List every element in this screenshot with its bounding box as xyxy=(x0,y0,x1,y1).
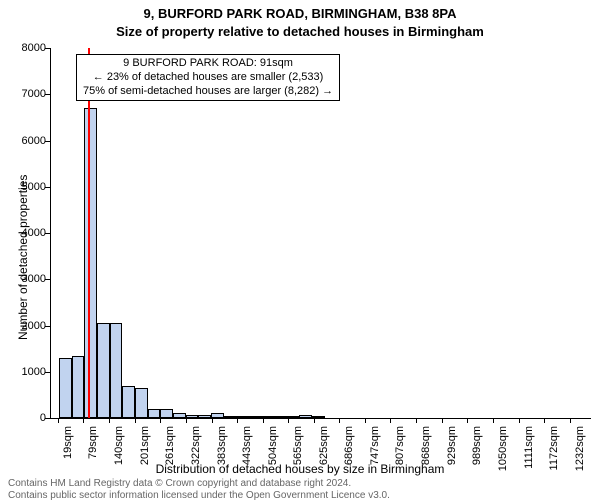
histogram-bar xyxy=(198,415,211,418)
x-tick-label: 322sqm xyxy=(190,426,202,465)
x-tick-mark xyxy=(493,418,494,423)
x-tick-label: 383sqm xyxy=(216,426,228,465)
annotation-line3: 75% of semi-detached houses are larger (… xyxy=(83,85,333,99)
x-tick-mark xyxy=(365,418,366,423)
y-tick-label: 1000 xyxy=(0,366,46,378)
x-tick-label: 868sqm xyxy=(420,426,432,465)
histogram-bar xyxy=(249,416,262,418)
histogram-bar xyxy=(236,416,249,418)
x-tick-mark xyxy=(263,418,264,423)
x-tick-mark xyxy=(544,418,545,423)
x-tick-mark xyxy=(442,418,443,423)
y-tick-label: 4000 xyxy=(0,227,46,239)
y-tick-label: 2000 xyxy=(0,320,46,332)
x-tick-mark xyxy=(58,418,59,423)
y-tick-label: 6000 xyxy=(0,135,46,147)
plot-area xyxy=(50,48,591,419)
x-tick-label: 504sqm xyxy=(267,426,279,465)
footer-line2: Contains public sector information licen… xyxy=(8,490,390,500)
x-tick-mark xyxy=(416,418,417,423)
histogram-chart: 9, BURFORD PARK ROAD, BIRMINGHAM, B38 8P… xyxy=(0,0,600,500)
histogram-bar xyxy=(211,413,224,418)
histogram-bar xyxy=(160,409,173,418)
x-tick-mark xyxy=(288,418,289,423)
x-tick-mark xyxy=(160,418,161,423)
x-tick-mark xyxy=(186,418,187,423)
x-tick-label: 929sqm xyxy=(446,426,458,465)
x-tick-mark xyxy=(467,418,468,423)
x-tick-mark xyxy=(314,418,315,423)
histogram-bar xyxy=(274,416,287,418)
x-tick-mark xyxy=(83,418,84,423)
footer-line1: Contains HM Land Registry data © Crown c… xyxy=(8,478,351,489)
histogram-bar xyxy=(59,358,72,418)
x-tick-mark xyxy=(570,418,571,423)
x-tick-label: 625sqm xyxy=(318,426,330,465)
x-tick-mark xyxy=(135,418,136,423)
x-tick-mark xyxy=(519,418,520,423)
x-axis-label: Distribution of detached houses by size … xyxy=(0,462,600,476)
x-tick-mark xyxy=(109,418,110,423)
y-axis-label: Number of detached properties xyxy=(16,175,30,340)
histogram-bar xyxy=(97,323,110,418)
x-tick-mark xyxy=(339,418,340,423)
histogram-bar xyxy=(135,388,148,418)
y-tick-label: 7000 xyxy=(0,88,46,100)
x-tick-label: 686sqm xyxy=(343,426,355,465)
annotation-line1: 9 BURFORD PARK ROAD: 91sqm xyxy=(83,57,333,71)
x-tick-mark xyxy=(212,418,213,423)
x-tick-label: 79sqm xyxy=(87,426,99,459)
y-tick-label: 8000 xyxy=(0,42,46,54)
histogram-bar xyxy=(122,386,135,418)
x-tick-label: 747sqm xyxy=(369,426,381,465)
annotation-line2: ← 23% of detached houses are smaller (2,… xyxy=(83,71,333,85)
histogram-bar xyxy=(224,416,237,418)
x-tick-label: 565sqm xyxy=(292,426,304,465)
histogram-bar xyxy=(84,108,97,418)
x-tick-label: 261sqm xyxy=(164,426,176,465)
x-tick-label: 443sqm xyxy=(241,426,253,465)
x-tick-label: 989sqm xyxy=(471,426,483,465)
x-tick-mark xyxy=(237,418,238,423)
histogram-bar xyxy=(72,356,85,418)
y-tick-label: 5000 xyxy=(0,181,46,193)
x-tick-label: 140sqm xyxy=(113,426,125,465)
x-tick-label: 201sqm xyxy=(139,426,151,465)
histogram-bar xyxy=(110,323,123,418)
annotation-box: 9 BURFORD PARK ROAD: 91sqm ← 23% of deta… xyxy=(76,54,340,101)
histogram-bar xyxy=(148,409,161,418)
y-tick-label: 0 xyxy=(0,412,46,424)
chart-title-line2: Size of property relative to detached ho… xyxy=(0,24,600,39)
y-tick-label: 3000 xyxy=(0,273,46,285)
x-tick-label: 807sqm xyxy=(394,426,406,465)
property-marker-line xyxy=(88,48,90,418)
x-tick-mark xyxy=(390,418,391,423)
histogram-bar xyxy=(299,415,312,418)
x-tick-label: 19sqm xyxy=(62,426,74,459)
chart-title-line1: 9, BURFORD PARK ROAD, BIRMINGHAM, B38 8P… xyxy=(0,6,600,21)
histogram-bar xyxy=(173,413,186,418)
histogram-bar xyxy=(186,415,199,418)
